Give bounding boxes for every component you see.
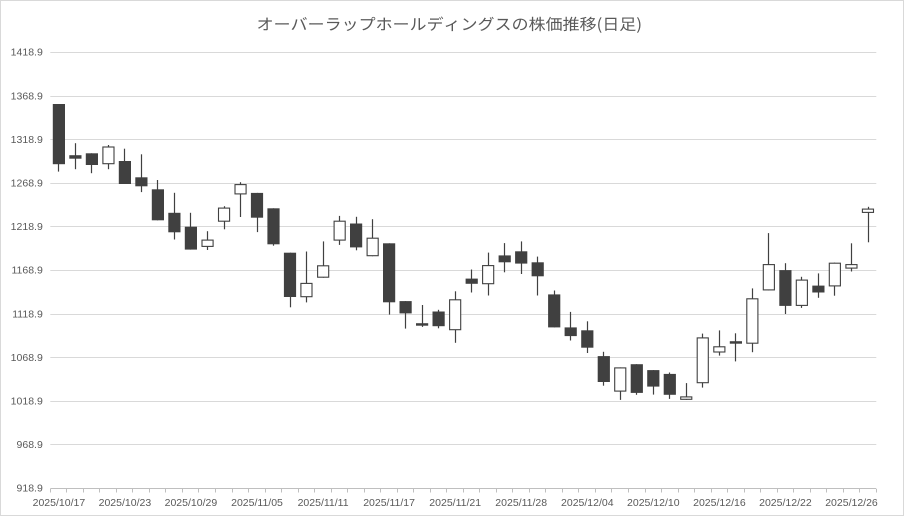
svg-text:1218.9: 1218.9: [11, 221, 43, 233]
svg-text:1168.9: 1168.9: [11, 265, 42, 277]
svg-text:2025/11/05: 2025/11/05: [231, 497, 283, 509]
svg-text:1018.9: 1018.9: [11, 396, 43, 408]
svg-text:2025/12/04: 2025/12/04: [561, 497, 614, 509]
svg-text:918.9: 918.9: [17, 483, 43, 495]
svg-text:2025/10/17: 2025/10/17: [33, 497, 86, 509]
svg-text:2025/11/11: 2025/11/11: [298, 497, 349, 509]
svg-text:2025/10/23: 2025/10/23: [99, 497, 152, 509]
svg-text:2025/11/21: 2025/11/21: [429, 497, 481, 509]
svg-text:2025/12/16: 2025/12/16: [693, 497, 746, 509]
svg-text:1368.9: 1368.9: [11, 90, 43, 102]
svg-text:2025/11/17: 2025/11/17: [363, 497, 415, 509]
svg-text:1318.9: 1318.9: [11, 134, 43, 146]
svg-text:2025/12/22: 2025/12/22: [759, 497, 812, 509]
svg-text:968.9: 968.9: [17, 439, 43, 451]
svg-text:2025/10/29: 2025/10/29: [165, 497, 218, 509]
svg-text:1118.9: 1118.9: [12, 308, 43, 320]
svg-text:2025/11/28: 2025/11/28: [495, 497, 547, 509]
svg-text:1068.9: 1068.9: [11, 352, 43, 364]
svg-text:1268.9: 1268.9: [11, 178, 43, 190]
svg-text:1418.9: 1418.9: [11, 47, 43, 59]
svg-text:2025/12/10: 2025/12/10: [627, 497, 680, 509]
svg-text:2025/12/26: 2025/12/26: [825, 497, 878, 509]
